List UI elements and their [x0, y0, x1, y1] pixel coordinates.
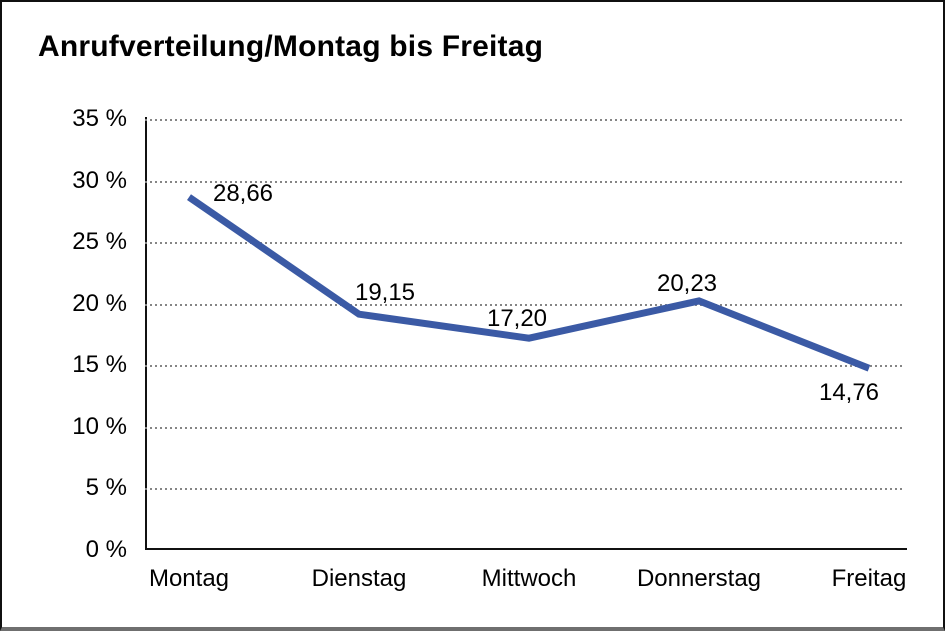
gridline [145, 119, 905, 121]
data-point-label: 20,23 [656, 269, 718, 297]
y-axis-line [145, 117, 147, 550]
y-tick-label: 0 % [85, 536, 127, 563]
y-tick-label: 25 % [72, 228, 127, 255]
gridline [145, 181, 905, 183]
x-axis-label: Donnerstag [636, 565, 762, 592]
gridline [145, 488, 905, 490]
x-axis-label: Dienstag [311, 565, 407, 592]
data-point-label: 17,20 [486, 305, 548, 333]
x-axis-label: Mittwoch [481, 565, 577, 592]
gridline [145, 427, 905, 429]
gridline [145, 365, 905, 367]
y-tick-label: 30 % [72, 167, 127, 194]
data-point-label: 28,66 [212, 180, 274, 208]
data-line-series [187, 194, 871, 372]
y-tick-label: 5 % [85, 474, 127, 501]
chart-title: Anrufverteilung/Montag bis Freitag [38, 30, 544, 63]
y-tick-label: 20 % [72, 290, 127, 317]
x-axis-label: Freitag [831, 565, 907, 592]
x-axis-line [145, 548, 907, 550]
y-tick-label: 15 % [72, 351, 127, 378]
y-tick-label: 35 % [72, 105, 127, 132]
x-axis-label: Montag [148, 565, 230, 592]
y-tick-label: 10 % [72, 413, 127, 440]
data-point-label: 14,76 [818, 379, 880, 407]
data-point-label: 19,15 [354, 279, 416, 307]
gridline [145, 242, 905, 244]
